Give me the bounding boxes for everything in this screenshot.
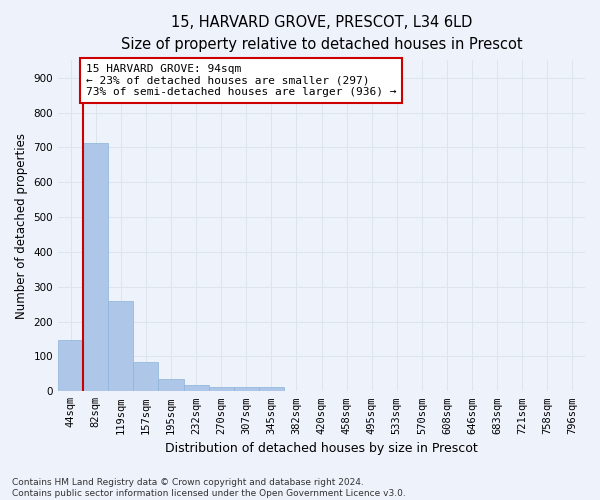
Bar bbox=[259, 388, 284, 392]
Text: Contains HM Land Registry data © Crown copyright and database right 2024.
Contai: Contains HM Land Registry data © Crown c… bbox=[12, 478, 406, 498]
Text: 15 HARVARD GROVE: 94sqm
← 23% of detached houses are smaller (297)
73% of semi-d: 15 HARVARD GROVE: 94sqm ← 23% of detache… bbox=[86, 64, 396, 97]
Bar bbox=[133, 362, 158, 392]
Bar bbox=[209, 388, 233, 392]
Bar bbox=[83, 143, 108, 392]
Bar bbox=[233, 388, 259, 392]
Y-axis label: Number of detached properties: Number of detached properties bbox=[15, 133, 28, 319]
Title: 15, HARVARD GROVE, PRESCOT, L34 6LD
Size of property relative to detached houses: 15, HARVARD GROVE, PRESCOT, L34 6LD Size… bbox=[121, 15, 523, 52]
Bar bbox=[158, 379, 184, 392]
Bar bbox=[108, 300, 133, 392]
Bar bbox=[184, 385, 209, 392]
Bar bbox=[58, 340, 83, 392]
X-axis label: Distribution of detached houses by size in Prescot: Distribution of detached houses by size … bbox=[165, 442, 478, 455]
